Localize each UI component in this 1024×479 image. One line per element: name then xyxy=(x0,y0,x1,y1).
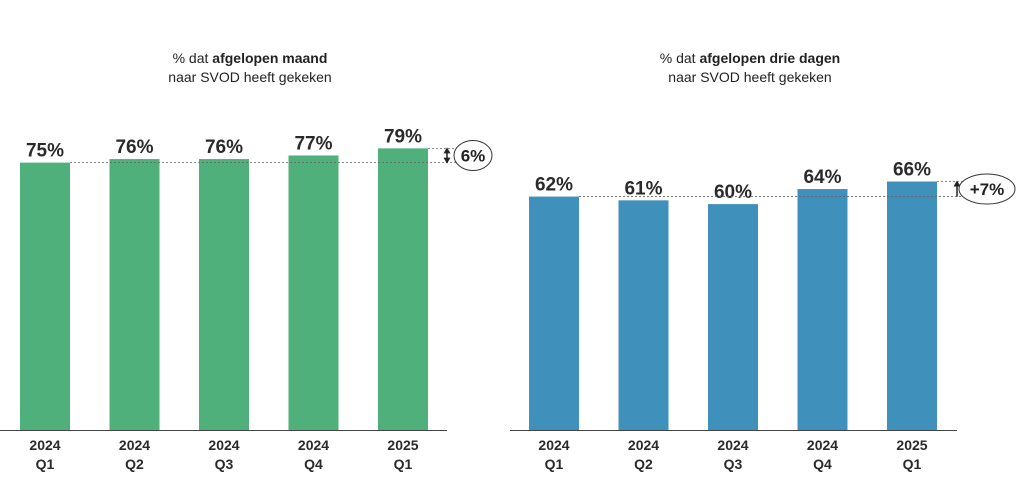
bar-left-1 xyxy=(20,162,70,430)
x-tick-quarter-right-2: Q2 xyxy=(634,456,653,472)
value-label-right-3: 60% xyxy=(714,182,752,203)
value-label-left-5: 79% xyxy=(384,126,422,147)
x-tick-year-left-3: 2024 xyxy=(208,437,239,453)
x-tick-quarter-right-5: Q1 xyxy=(903,456,922,472)
x-tick-quarter-left-4: Q4 xyxy=(304,456,323,472)
chart-title-right-bold: afgelopen drie dagen xyxy=(699,50,841,66)
x-tick-year-right-3: 2024 xyxy=(717,437,748,453)
change-oval-right xyxy=(958,173,1016,205)
chart-title-left-bold: afgelopen maand xyxy=(212,50,328,66)
x-tick-year-right-1: 2024 xyxy=(538,437,569,453)
value-label-right-5: 66% xyxy=(893,160,931,181)
chart-subtitle-right: naar SVOD heeft gekeken xyxy=(668,69,832,85)
change-label-left: 6% xyxy=(461,146,486,165)
bar-right-3 xyxy=(708,204,758,430)
x-tick-quarter-left-3: Q3 xyxy=(215,456,234,472)
bar-right-5 xyxy=(887,181,937,430)
chart-title-left: % dat afgelopen maand naar SVOD heeft ge… xyxy=(60,49,440,87)
x-tick-quarter-left-2: Q2 xyxy=(125,456,144,472)
x-tick-year-right-5: 2025 xyxy=(896,437,927,453)
x-tick-year-left-2: 2024 xyxy=(119,437,150,453)
x-tick-quarter-right-1: Q1 xyxy=(545,456,564,472)
x-tick-year-left-5: 2025 xyxy=(387,437,418,453)
x-tick-year-right-2: 2024 xyxy=(628,437,659,453)
change-arrow-head-up-left xyxy=(443,147,451,154)
value-label-right-2: 61% xyxy=(624,178,662,199)
x-tick-year-left-4: 2024 xyxy=(298,437,329,453)
chart-title-right: % dat afgelopen drie dagen naar SVOD hee… xyxy=(560,49,940,87)
value-label-left-1: 75% xyxy=(26,141,64,162)
bar-left-2 xyxy=(109,159,160,430)
change-oval-left xyxy=(453,139,493,171)
bar-left-5 xyxy=(378,148,428,431)
value-label-left-2: 76% xyxy=(115,137,153,158)
change-arrow-head-down-left xyxy=(443,157,451,164)
x-tick-quarter-right-3: Q3 xyxy=(724,456,743,472)
chart-title-left-prefix: % dat xyxy=(172,50,213,66)
x-tick-year-left-1: 2024 xyxy=(29,437,60,453)
x-tick-quarter-left-1: Q1 xyxy=(36,456,55,472)
chart-title-right-prefix: % dat xyxy=(659,50,700,66)
value-label-right-4: 64% xyxy=(803,167,841,188)
change-label-right: +7% xyxy=(970,180,1005,199)
value-label-right-1: 62% xyxy=(535,175,573,196)
value-label-left-4: 77% xyxy=(294,133,332,154)
x-tick-year-right-4: 2024 xyxy=(807,437,838,453)
value-label-left-3: 76% xyxy=(205,137,243,158)
bar-chart-left: 75% 2024 Q1 76% 2024 Q2 76% 2024 Q3 77% 2024 Q4 79% 2… xyxy=(0,126,493,472)
bar-right-2 xyxy=(618,200,669,430)
bar-right-1 xyxy=(529,196,579,430)
chart-subtitle-left: naar SVOD heeft gekeken xyxy=(168,69,332,85)
x-tick-quarter-left-5: Q1 xyxy=(394,456,413,472)
bar-right-4 xyxy=(797,189,848,430)
bar-left-4 xyxy=(288,155,339,430)
bar-left-3 xyxy=(199,159,249,430)
x-tick-quarter-right-4: Q4 xyxy=(813,456,832,472)
change-arrow-head-up-right xyxy=(953,180,961,187)
